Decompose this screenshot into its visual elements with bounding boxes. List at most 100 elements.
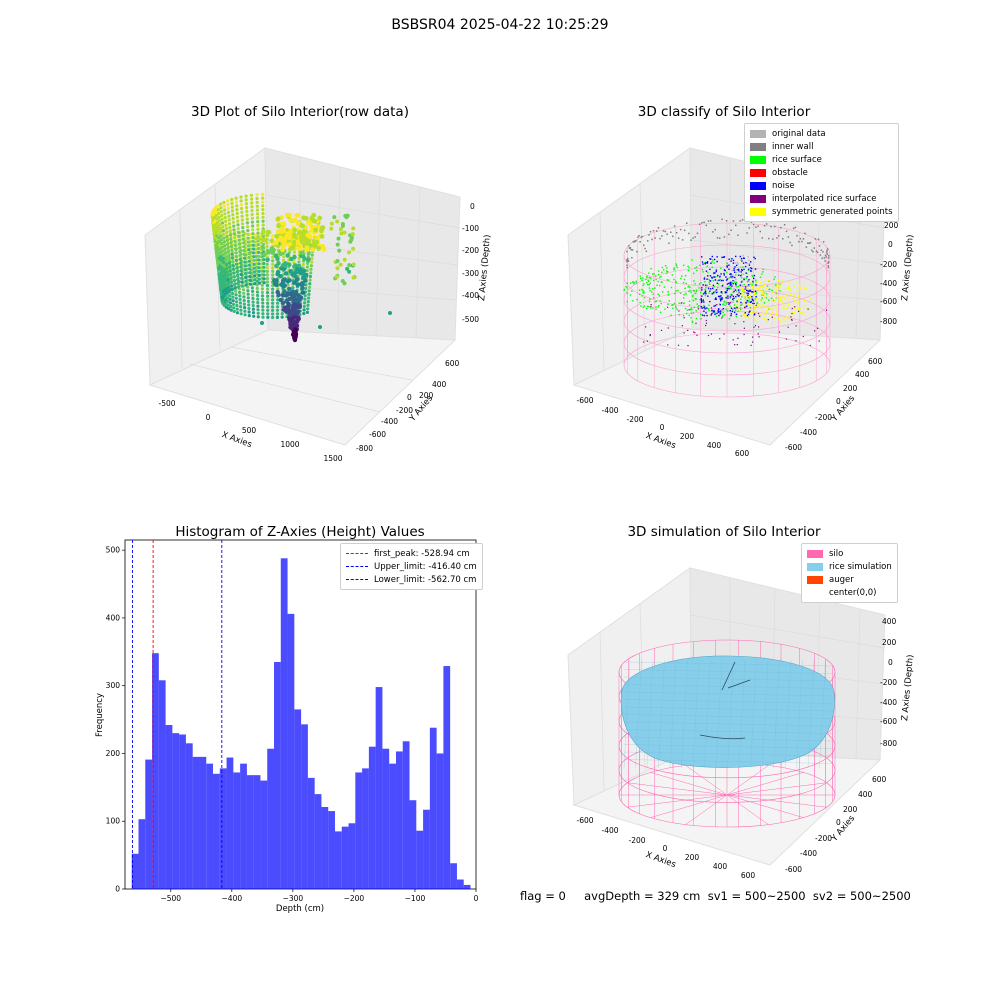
symmetric-point: [778, 299, 780, 301]
rice-surface-point: [749, 283, 751, 285]
raw-data-point: [275, 315, 279, 319]
rice-surface-point: [740, 304, 742, 306]
raw-data-point: [256, 243, 260, 247]
noise-point: [744, 288, 746, 290]
panel4-y-tick: -600: [785, 865, 802, 874]
symmetric-point: [774, 299, 776, 301]
noise-point: [717, 295, 720, 298]
noise-point: [752, 299, 754, 301]
rice-surface-point: [725, 301, 727, 303]
inner-wall-point: [765, 223, 768, 225]
raw-data-point: [240, 206, 244, 211]
rice-surface-point: [721, 315, 724, 318]
rice-surface-point: [704, 288, 706, 290]
raw-data-point: [225, 266, 229, 270]
interpolated-point: [729, 302, 731, 304]
surface-mesh-line: [623, 691, 833, 697]
raw-data-point: [266, 298, 270, 302]
noise-point: [707, 275, 709, 277]
raw-data-point: [306, 254, 310, 258]
panel4-y-tick: 400: [858, 790, 873, 799]
rice-surface-point: [694, 283, 696, 285]
raw-data-point: [249, 193, 253, 197]
panel4-x-label: X Axies: [644, 850, 677, 870]
rice-surface-point: [743, 277, 745, 280]
rice-surface-point: [741, 296, 743, 298]
inner-wall-point: [737, 234, 739, 236]
raw-data-point: [251, 296, 255, 301]
panel4-y-tick: -200: [815, 834, 832, 843]
raw-data-point: [298, 271, 304, 276]
rice-surface-point: [722, 311, 724, 314]
original-data-point: [731, 274, 733, 276]
rice-surface-point: [708, 281, 710, 284]
symmetric-point: [794, 300, 796, 302]
raw-data-point: [252, 314, 256, 318]
panel1-z-tick: -200: [462, 246, 479, 255]
rice-surface-point: [663, 269, 665, 271]
raw-data-point: [278, 274, 283, 279]
noise-point: [709, 280, 711, 282]
symmetric-point: [799, 307, 801, 309]
raw-data-point: [265, 291, 270, 295]
inner-wall-point: [813, 247, 815, 249]
original-data-point: [748, 262, 751, 264]
rice-surface-point: [651, 291, 653, 293]
rice-surface-point: [719, 278, 722, 281]
raw-data-point: [289, 256, 294, 262]
noise-point: [711, 293, 713, 295]
raw-data-point: [230, 205, 234, 209]
legend-label: Upper_limit: -416.40 cm: [374, 561, 477, 572]
raw-data-point: [232, 279, 236, 283]
rice-surface-point: [695, 310, 697, 312]
raw-data-point: [246, 244, 251, 248]
histogram-bar: [274, 661, 281, 889]
raw-data-point: [293, 310, 298, 315]
panel2-z-tick: 0: [888, 240, 893, 249]
inner-wall-point: [639, 241, 641, 243]
histogram-bar: [328, 811, 335, 889]
rice-surface-point: [737, 285, 740, 288]
rice-surface-point: [739, 309, 742, 311]
raw-data-point: [319, 228, 324, 234]
interpolated-point: [807, 308, 809, 310]
surface-mesh-line: [623, 721, 833, 727]
raw-data-point: [229, 241, 233, 245]
raw-data-point: [335, 259, 340, 263]
symmetric-point: [742, 288, 744, 290]
symmetric-point: [810, 301, 813, 303]
interpolated-point: [787, 326, 789, 328]
panel1-title: 3D Plot of Silo Interior(row data): [191, 104, 409, 120]
raw-data-point: [266, 301, 270, 305]
legend-swatch: [807, 575, 823, 584]
interpolated-point: [710, 333, 712, 335]
noise-point: [704, 291, 706, 294]
inner-wall-point: [723, 236, 726, 238]
raw-data-point: [292, 217, 298, 223]
rice-surface-point: [643, 297, 646, 299]
rice-surface-point: [752, 282, 754, 284]
original-data-point: [748, 298, 751, 300]
original-data-point: [741, 284, 743, 286]
legend-swatch: [750, 168, 766, 177]
symmetric-point: [784, 287, 787, 289]
rice-surface-point: [675, 290, 677, 292]
raw-data-point: [262, 281, 266, 285]
histogram-bar: [287, 613, 295, 889]
surface-mesh-line: [623, 706, 833, 712]
histogram-bar: [402, 741, 410, 889]
raw-data-point: [224, 283, 228, 287]
raw-data-point: [262, 258, 266, 262]
legend-swatch: [750, 142, 766, 151]
rice-surface-point: [739, 307, 742, 309]
original-data-point: [735, 271, 738, 274]
raw-data-point: [225, 270, 229, 274]
raw-data-point: [228, 269, 232, 273]
raw-data-point: [254, 244, 258, 248]
symmetric-point: [788, 287, 790, 289]
raw-data-point: [227, 218, 231, 222]
legend-swatch: [750, 181, 766, 190]
raw-data-point: [235, 262, 239, 266]
panel1-y-tick: -800: [356, 444, 373, 453]
